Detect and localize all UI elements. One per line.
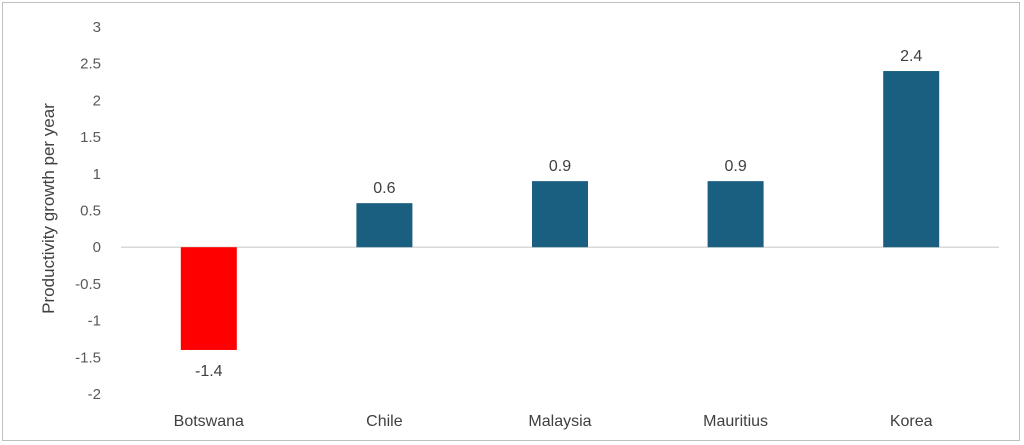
data-label: 2.4 [900,48,922,65]
y-tick-label: 0.5 [80,203,101,220]
y-axis-title: Productivity growth per year [39,103,58,314]
y-tick-label: 0 [93,239,101,256]
bar-malaysia [532,181,588,248]
y-tick-label: -2 [88,386,101,403]
data-labels: -1.4 0.6 0.9 0.9 2.4 [195,48,922,380]
category-label: Korea [890,413,933,430]
y-tick-labels: 3 2.5 2 1.5 1 0.5 0 -0.5 -1 -1.5 -2 [75,19,101,403]
category-label: Chile [366,413,403,430]
y-tick-label: -0.5 [75,276,101,293]
y-tick-label: 2.5 [80,56,101,73]
y-tick-label: -1.5 [75,349,101,366]
category-labels: Botswana Chile Malaysia Mauritius Korea [174,413,933,430]
data-label: 0.9 [549,158,571,175]
y-tick-label: 2 [93,92,101,109]
bar-chart: 3 2.5 2 1.5 1 0.5 0 -0.5 -1 -1.5 -2 -1.4 0.6 0.9 0.9 2… [39,19,999,430]
bar-botswana [180,247,237,350]
bar-mauritius [707,181,764,248]
category-label: Mauritius [703,413,768,430]
data-label: -1.4 [195,363,223,380]
bars [180,71,940,350]
bar-chile [356,203,413,248]
y-tick-label: 3 [93,19,101,36]
bar-korea [883,71,940,248]
category-label: Botswana [174,413,244,430]
category-label: Malaysia [528,413,591,430]
data-label: 0.9 [724,158,746,175]
y-tick-label: 1.5 [80,129,101,146]
y-tick-label: 1 [93,166,101,183]
y-tick-label: -1 [88,313,101,330]
data-label: 0.6 [373,180,395,197]
